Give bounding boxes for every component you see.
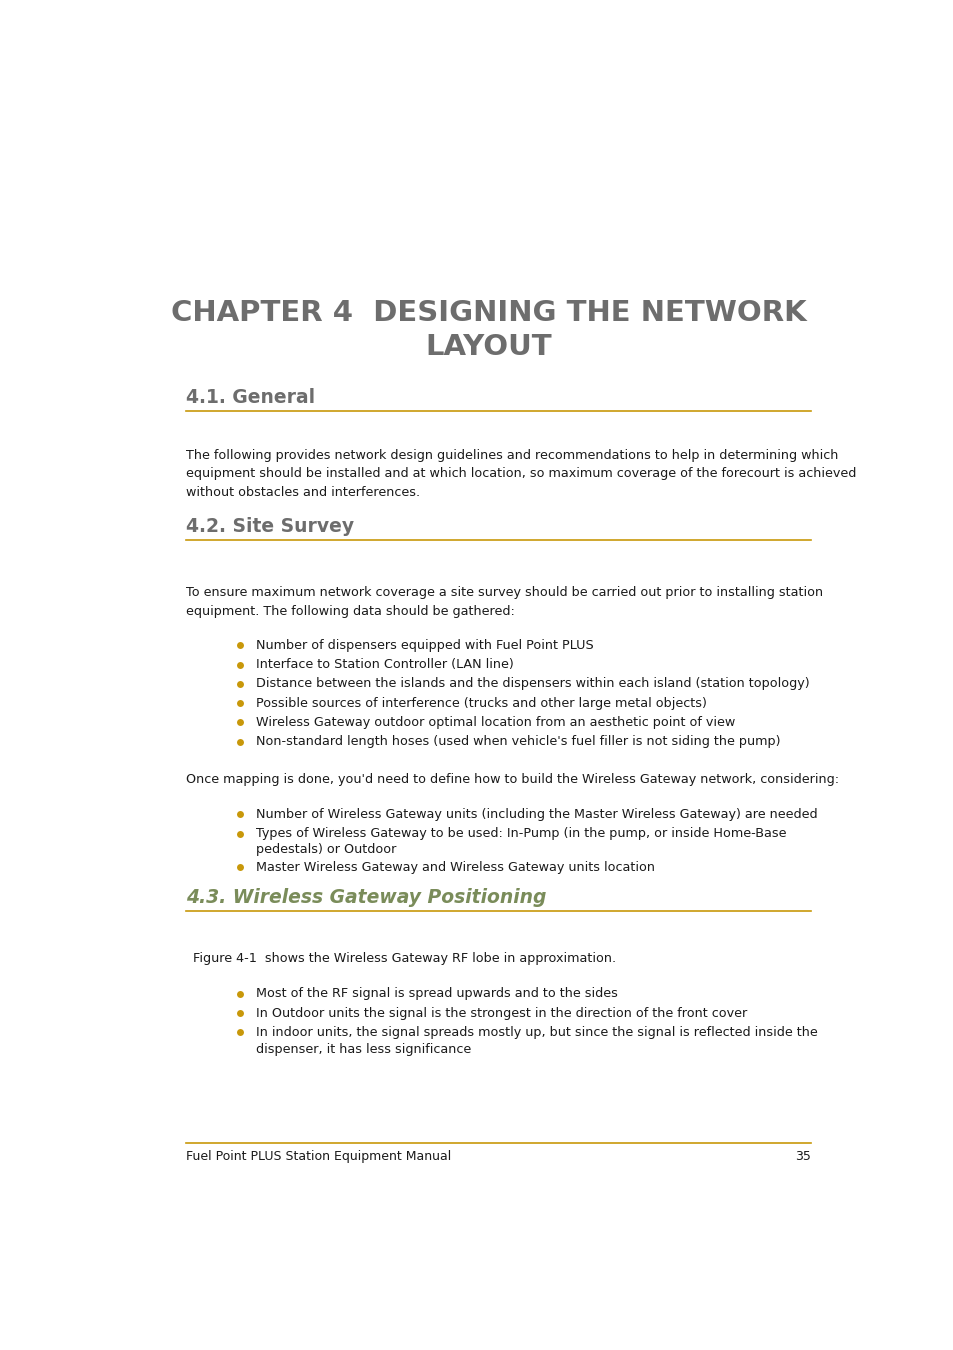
Text: Non-standard length hoses (used when vehicle's fuel filler is not siding the pum: Non-standard length hoses (used when veh…: [255, 734, 780, 748]
Text: CHAPTER 4  DESIGNING THE NETWORK: CHAPTER 4 DESIGNING THE NETWORK: [171, 298, 806, 327]
Text: In Outdoor units the signal is the strongest in the direction of the front cover: In Outdoor units the signal is the stron…: [255, 1007, 746, 1019]
Text: Number of dispensers equipped with Fuel Point PLUS: Number of dispensers equipped with Fuel …: [255, 639, 593, 652]
Text: In indoor units, the signal spreads mostly up, but since the signal is reflected: In indoor units, the signal spreads most…: [255, 1026, 817, 1040]
Text: Wireless Gateway outdoor optimal location from an aesthetic point of view: Wireless Gateway outdoor optimal locatio…: [255, 716, 735, 729]
Text: The following provides network design guidelines and recommendations to help in : The following provides network design gu…: [186, 450, 855, 500]
Text: Once mapping is done, you'd need to define how to build the Wireless Gateway net: Once mapping is done, you'd need to defi…: [186, 772, 838, 786]
Text: To ensure maximum network coverage a site survey should be carried out prior to : To ensure maximum network coverage a sit…: [186, 586, 822, 617]
Text: Interface to Station Controller (LAN line): Interface to Station Controller (LAN lin…: [255, 657, 514, 671]
Text: dispenser, it has less significance: dispenser, it has less significance: [255, 1042, 471, 1056]
Text: Figure 4-1  shows the Wireless Gateway RF lobe in approximation.: Figure 4-1 shows the Wireless Gateway RF…: [193, 952, 616, 965]
Text: 4.3. Wireless Gateway Positioning: 4.3. Wireless Gateway Positioning: [186, 888, 546, 907]
Text: Most of the RF signal is spread upwards and to the sides: Most of the RF signal is spread upwards …: [255, 987, 618, 1000]
Text: pedestals) or Outdoor: pedestals) or Outdoor: [255, 844, 396, 856]
Text: Distance between the islands and the dispensers within each island (station topo: Distance between the islands and the dis…: [255, 678, 809, 690]
Text: Number of Wireless Gateway units (including the Master Wireless Gateway) are nee: Number of Wireless Gateway units (includ…: [255, 807, 817, 821]
Text: Types of Wireless Gateway to be used: In-Pump (in the pump, or inside Home-Base: Types of Wireless Gateway to be used: In…: [255, 828, 785, 840]
Text: 4.1. General: 4.1. General: [186, 389, 314, 408]
Text: 4.2. Site Survey: 4.2. Site Survey: [186, 517, 354, 536]
Text: 35: 35: [794, 1150, 810, 1162]
Text: Possible sources of interference (trucks and other large metal objects): Possible sources of interference (trucks…: [255, 697, 706, 710]
Text: Fuel Point PLUS Station Equipment Manual: Fuel Point PLUS Station Equipment Manual: [186, 1150, 451, 1162]
Text: Master Wireless Gateway and Wireless Gateway units location: Master Wireless Gateway and Wireless Gat…: [255, 861, 655, 873]
Text: LAYOUT: LAYOUT: [425, 333, 552, 360]
